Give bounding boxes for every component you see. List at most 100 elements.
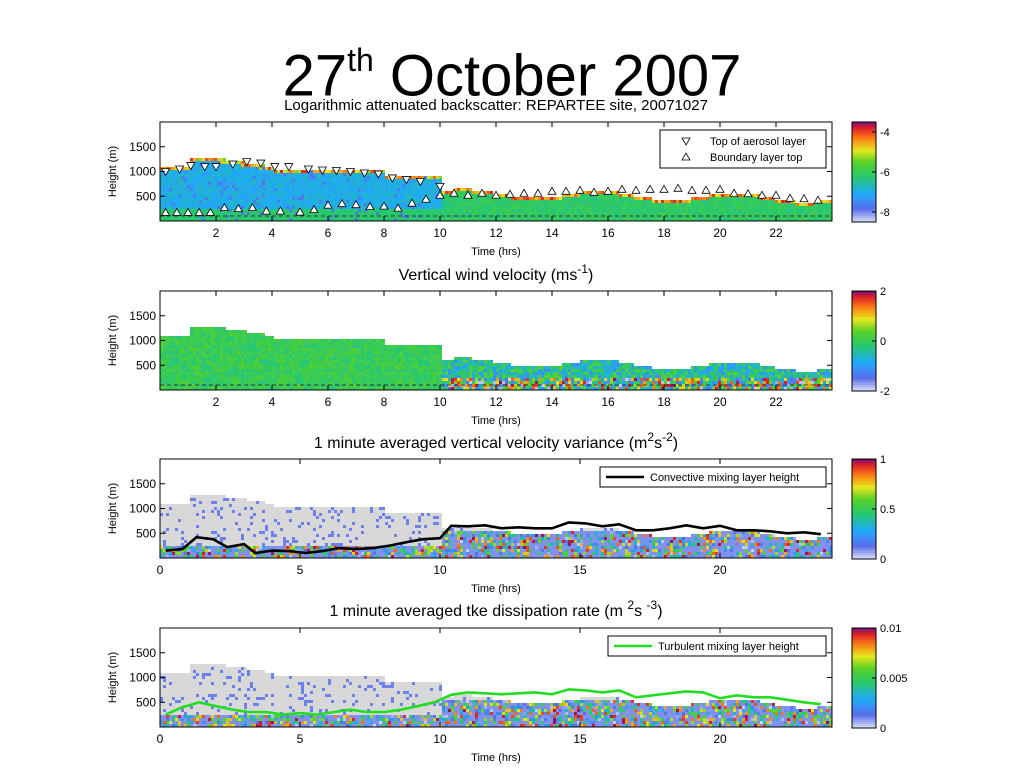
heatmap-cell xyxy=(535,197,538,200)
heatmap-cell xyxy=(367,369,370,372)
heatmap-cell xyxy=(187,357,190,360)
heatmap-cell xyxy=(292,185,295,188)
heatmap-cell xyxy=(424,378,427,381)
heatmap-cell xyxy=(232,200,235,203)
heatmap-cell xyxy=(226,194,229,197)
heatmap-cell xyxy=(742,206,745,209)
boundary-layer-marker xyxy=(477,188,487,197)
heatmap-cell xyxy=(448,366,451,369)
heatmap-cell xyxy=(301,348,304,351)
heatmap-cell xyxy=(370,182,373,185)
heatmap-cell xyxy=(268,363,271,366)
heatmap-cell xyxy=(178,366,181,369)
heatmap-cell xyxy=(163,369,166,372)
heatmap-cell xyxy=(448,194,451,197)
heatmap-cell xyxy=(469,372,472,375)
heatmap-cell xyxy=(454,381,457,384)
heatmap-cell xyxy=(373,173,376,176)
heatmap-cell xyxy=(433,185,436,188)
heatmap-cell xyxy=(796,209,799,212)
heatmap-cell xyxy=(205,188,208,191)
heatmap-cell xyxy=(244,179,247,182)
heatmap-cell xyxy=(409,348,412,351)
boundary-layer-marker xyxy=(603,186,613,195)
heatmap-cell xyxy=(502,381,505,384)
heatmap-cell xyxy=(265,381,268,384)
heatmap-cell xyxy=(208,387,211,390)
heatmap-cell xyxy=(745,215,748,218)
heatmap-cell xyxy=(418,381,421,384)
heatmap-cell xyxy=(310,185,313,188)
heatmap-cell xyxy=(409,387,412,390)
heatmap-cell xyxy=(358,342,361,345)
heatmap-cell xyxy=(376,378,379,381)
heatmap-cell xyxy=(367,200,370,203)
heatmap-cell xyxy=(205,372,208,375)
heatmap-cell xyxy=(256,194,259,197)
heatmap-cell xyxy=(427,378,430,381)
heatmap-cell xyxy=(490,372,493,375)
heatmap-cell xyxy=(373,197,376,200)
heatmap-cell xyxy=(652,218,655,221)
heatmap-cell xyxy=(436,384,439,387)
heatmap-cell xyxy=(415,185,418,188)
heatmap-cell xyxy=(730,218,733,221)
heatmap-cell xyxy=(460,369,463,372)
heatmap-cell xyxy=(211,375,214,378)
heatmap-cell xyxy=(367,384,370,387)
heatmap-cell xyxy=(595,218,598,221)
heatmap-cell xyxy=(547,378,550,381)
heatmap-cell xyxy=(205,170,208,173)
heatmap-cell xyxy=(175,176,178,179)
heatmap-cell xyxy=(469,378,472,381)
heatmap-cell xyxy=(196,194,199,197)
heatmap-cell xyxy=(313,342,316,345)
heatmap-cell xyxy=(715,203,718,206)
heatmap-cell xyxy=(361,179,364,182)
heatmap-cell xyxy=(400,182,403,185)
heatmap-cell xyxy=(244,336,247,339)
heatmap-cell xyxy=(322,191,325,194)
heatmap-cell xyxy=(217,188,220,191)
heatmap-cell xyxy=(343,345,346,348)
heatmap-cell xyxy=(361,188,364,191)
heatmap-cell xyxy=(442,375,445,378)
heatmap-cell xyxy=(571,209,574,212)
heatmap-cell xyxy=(583,215,586,218)
heatmap-cell xyxy=(190,336,193,339)
heatmap-cell xyxy=(253,179,256,182)
heatmap-cell xyxy=(445,387,448,390)
heatmap-cell xyxy=(562,194,565,197)
heatmap-cell xyxy=(256,348,259,351)
heatmap-cell xyxy=(178,360,181,363)
heatmap-cell xyxy=(169,176,172,179)
heatmap-cell xyxy=(379,345,382,348)
heatmap-cell xyxy=(226,375,229,378)
heatmap-cell xyxy=(421,360,424,363)
heatmap-cell xyxy=(316,200,319,203)
heatmap-cell xyxy=(289,378,292,381)
heatmap-cell xyxy=(304,387,307,390)
heatmap-cell xyxy=(565,375,568,378)
heatmap-cell xyxy=(190,354,193,357)
heatmap-cell xyxy=(406,206,409,209)
heatmap-cell xyxy=(295,387,298,390)
heatmap-cell xyxy=(541,197,544,200)
heatmap-cell xyxy=(511,197,514,200)
heatmap-cell xyxy=(586,212,589,215)
heatmap-cell xyxy=(223,182,226,185)
heatmap-cell xyxy=(325,342,328,345)
heatmap-cell xyxy=(271,339,274,342)
heatmap-cell xyxy=(703,206,706,209)
heatmap-cell xyxy=(364,182,367,185)
heatmap-cell xyxy=(337,354,340,357)
heatmap-cell xyxy=(337,182,340,185)
heatmap-cell xyxy=(169,375,172,378)
heatmap-cell xyxy=(814,206,817,209)
heatmap-cell xyxy=(817,212,820,215)
colorbar-cell xyxy=(852,128,876,131)
heatmap-cell xyxy=(793,206,796,209)
heatmap-cell xyxy=(367,342,370,345)
heatmap-cell xyxy=(226,185,229,188)
heatmap-cell xyxy=(247,188,250,191)
